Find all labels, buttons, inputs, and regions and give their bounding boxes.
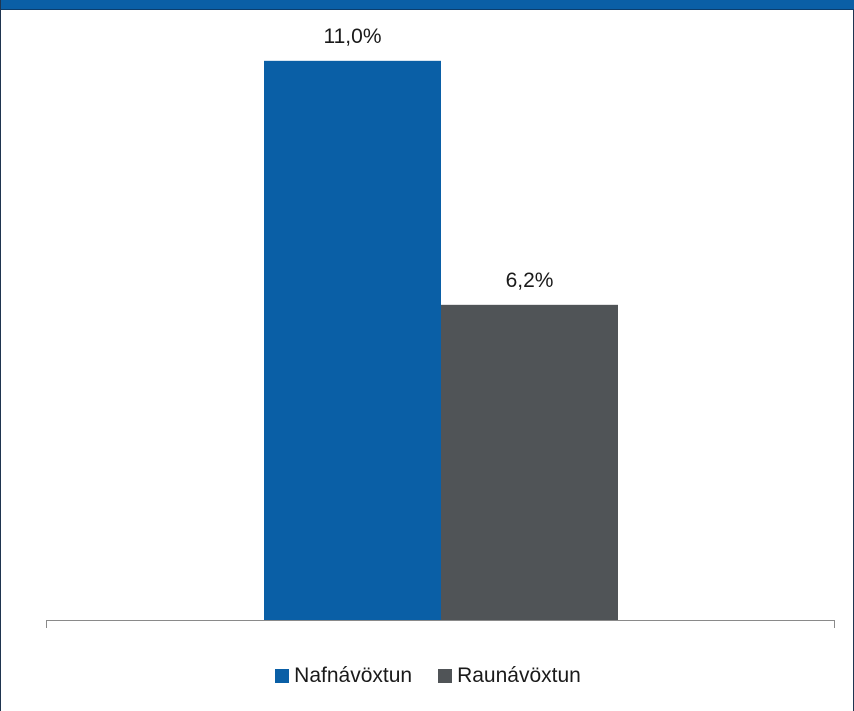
legend: Nafnávöxtun Raunávöxtun: [1, 664, 854, 688]
data-label-nafn-v-xtun: 11,0%: [324, 25, 382, 48]
legend-item-nafnavoxtun: Nafnávöxtun: [275, 664, 412, 688]
data-label-raun-v-xtun: 6,2%: [506, 269, 554, 292]
legend-label-nafnavoxtun: Nafnávöxtun: [294, 664, 413, 687]
legend-label-raunavoxtun: Raunávöxtun: [457, 664, 581, 687]
legend-swatch-raunavoxtun: [438, 669, 453, 683]
header-bar: [1, 0, 854, 10]
legend-item-raunavoxtun: Raunávöxtun: [438, 664, 581, 688]
bar-nafn-v-xtun: [264, 60, 441, 621]
bar-raun-v-xtun: [441, 304, 618, 620]
legend-swatch-nafnavoxtun: [275, 669, 290, 683]
